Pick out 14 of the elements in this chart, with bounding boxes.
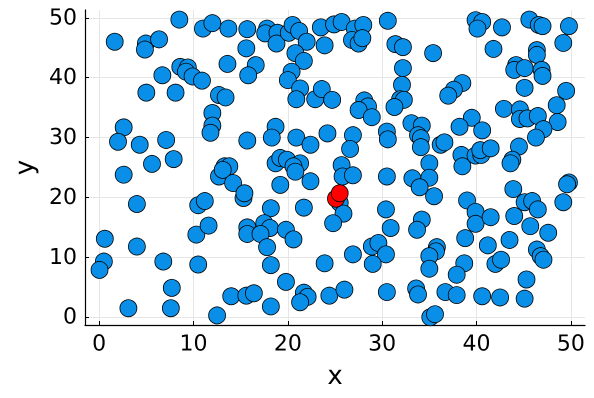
- y-axis-title: y: [10, 160, 40, 176]
- y-tick-label: 30: [49, 125, 77, 150]
- y-tick-label: 40: [49, 65, 77, 90]
- y-tick-label: 0: [63, 304, 77, 330]
- y-tick-label: 50: [49, 5, 77, 30]
- x-tick-label: 50: [556, 332, 585, 356]
- x-tick-label: 40: [462, 332, 491, 356]
- x-tick-label: 0: [92, 332, 106, 356]
- x-tick-label: 30: [368, 332, 396, 356]
- y-tick-label: 10: [49, 244, 77, 270]
- x-tick-label: 10: [179, 332, 208, 356]
- y-tick-label: 20: [49, 184, 77, 210]
- x-tick-label: 20: [274, 332, 302, 356]
- x-axis-title: x: [327, 361, 343, 391]
